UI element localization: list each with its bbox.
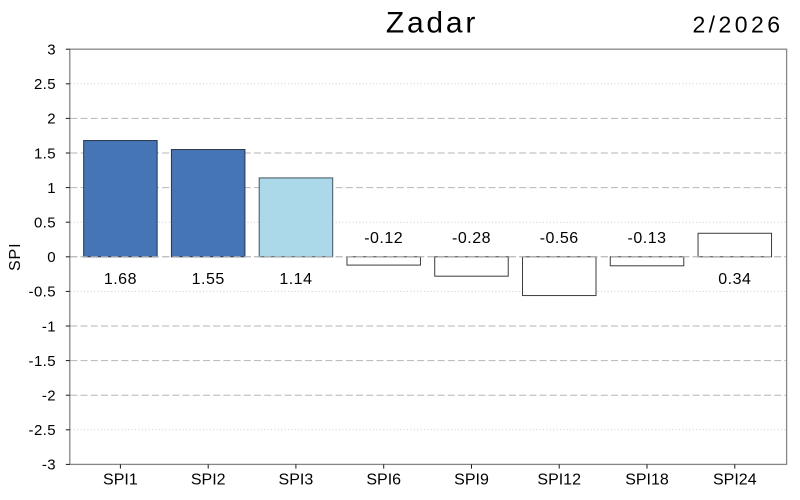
- svg-text:-0.5: -0.5: [29, 284, 56, 301]
- svg-text:SPI3: SPI3: [279, 472, 314, 489]
- svg-text:1: 1: [47, 180, 56, 197]
- svg-text:SPI6: SPI6: [366, 472, 401, 489]
- svg-text:1.5: 1.5: [34, 145, 56, 162]
- svg-text:-3: -3: [42, 457, 56, 474]
- svg-text:0.5: 0.5: [34, 215, 56, 232]
- svg-text:3: 3: [47, 42, 56, 59]
- svg-text:SPI12: SPI12: [537, 472, 581, 489]
- svg-text:2/2026: 2/2026: [692, 12, 783, 38]
- svg-text:SPI1: SPI1: [103, 472, 138, 489]
- svg-text:Zadar: Zadar: [386, 7, 478, 40]
- svg-text:-2: -2: [42, 388, 56, 405]
- svg-text:-0.13: -0.13: [628, 230, 667, 247]
- svg-text:2.5: 2.5: [34, 76, 56, 93]
- svg-text:-1.5: -1.5: [29, 353, 56, 370]
- svg-text:1.68: 1.68: [104, 271, 137, 288]
- svg-text:SPI: SPI: [7, 243, 24, 272]
- svg-text:-1: -1: [42, 318, 56, 335]
- svg-text:0.34: 0.34: [718, 271, 751, 288]
- svg-text:SPI18: SPI18: [625, 472, 669, 489]
- svg-text:SPI2: SPI2: [191, 472, 226, 489]
- svg-text:1.55: 1.55: [192, 271, 225, 288]
- svg-text:1.14: 1.14: [279, 271, 312, 288]
- svg-text:-0.56: -0.56: [540, 230, 579, 247]
- svg-text:SPI9: SPI9: [454, 472, 489, 489]
- svg-text:SPI24: SPI24: [713, 472, 757, 489]
- svg-text:-0.12: -0.12: [364, 230, 403, 247]
- svg-text:2: 2: [47, 111, 56, 128]
- svg-text:-2.5: -2.5: [29, 422, 56, 439]
- svg-text:0: 0: [47, 249, 56, 266]
- svg-text:-0.28: -0.28: [452, 230, 491, 247]
